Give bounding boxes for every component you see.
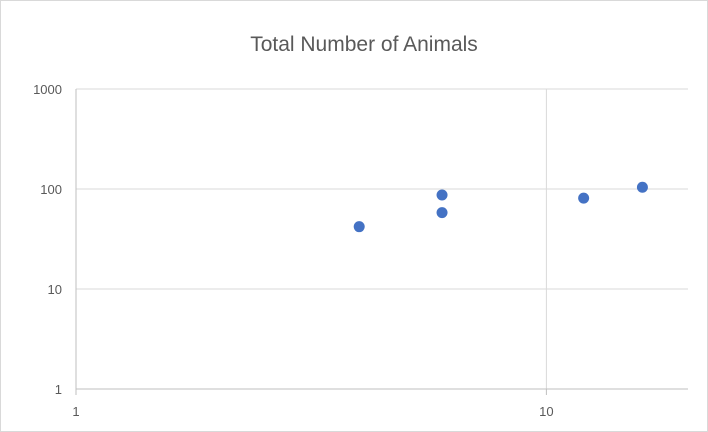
y-tick-label: 1000 [33,82,62,97]
data-point [353,221,365,233]
x-tick-label: 1 [72,404,79,419]
data-point [436,207,448,219]
y-tick-label: 1 [55,382,62,397]
axes [75,89,688,395]
data-points [353,181,648,233]
data-point [636,181,648,193]
tick-labels: 1 10 100 1000 1 10 [33,82,554,419]
gridlines [76,88,688,389]
data-point [578,192,590,204]
data-point [436,189,448,201]
x-tick-label: 10 [539,404,553,419]
y-tick-label: 100 [40,182,62,197]
y-tick-label: 10 [48,282,62,297]
chart-title: Total Number of Animals [250,33,478,56]
